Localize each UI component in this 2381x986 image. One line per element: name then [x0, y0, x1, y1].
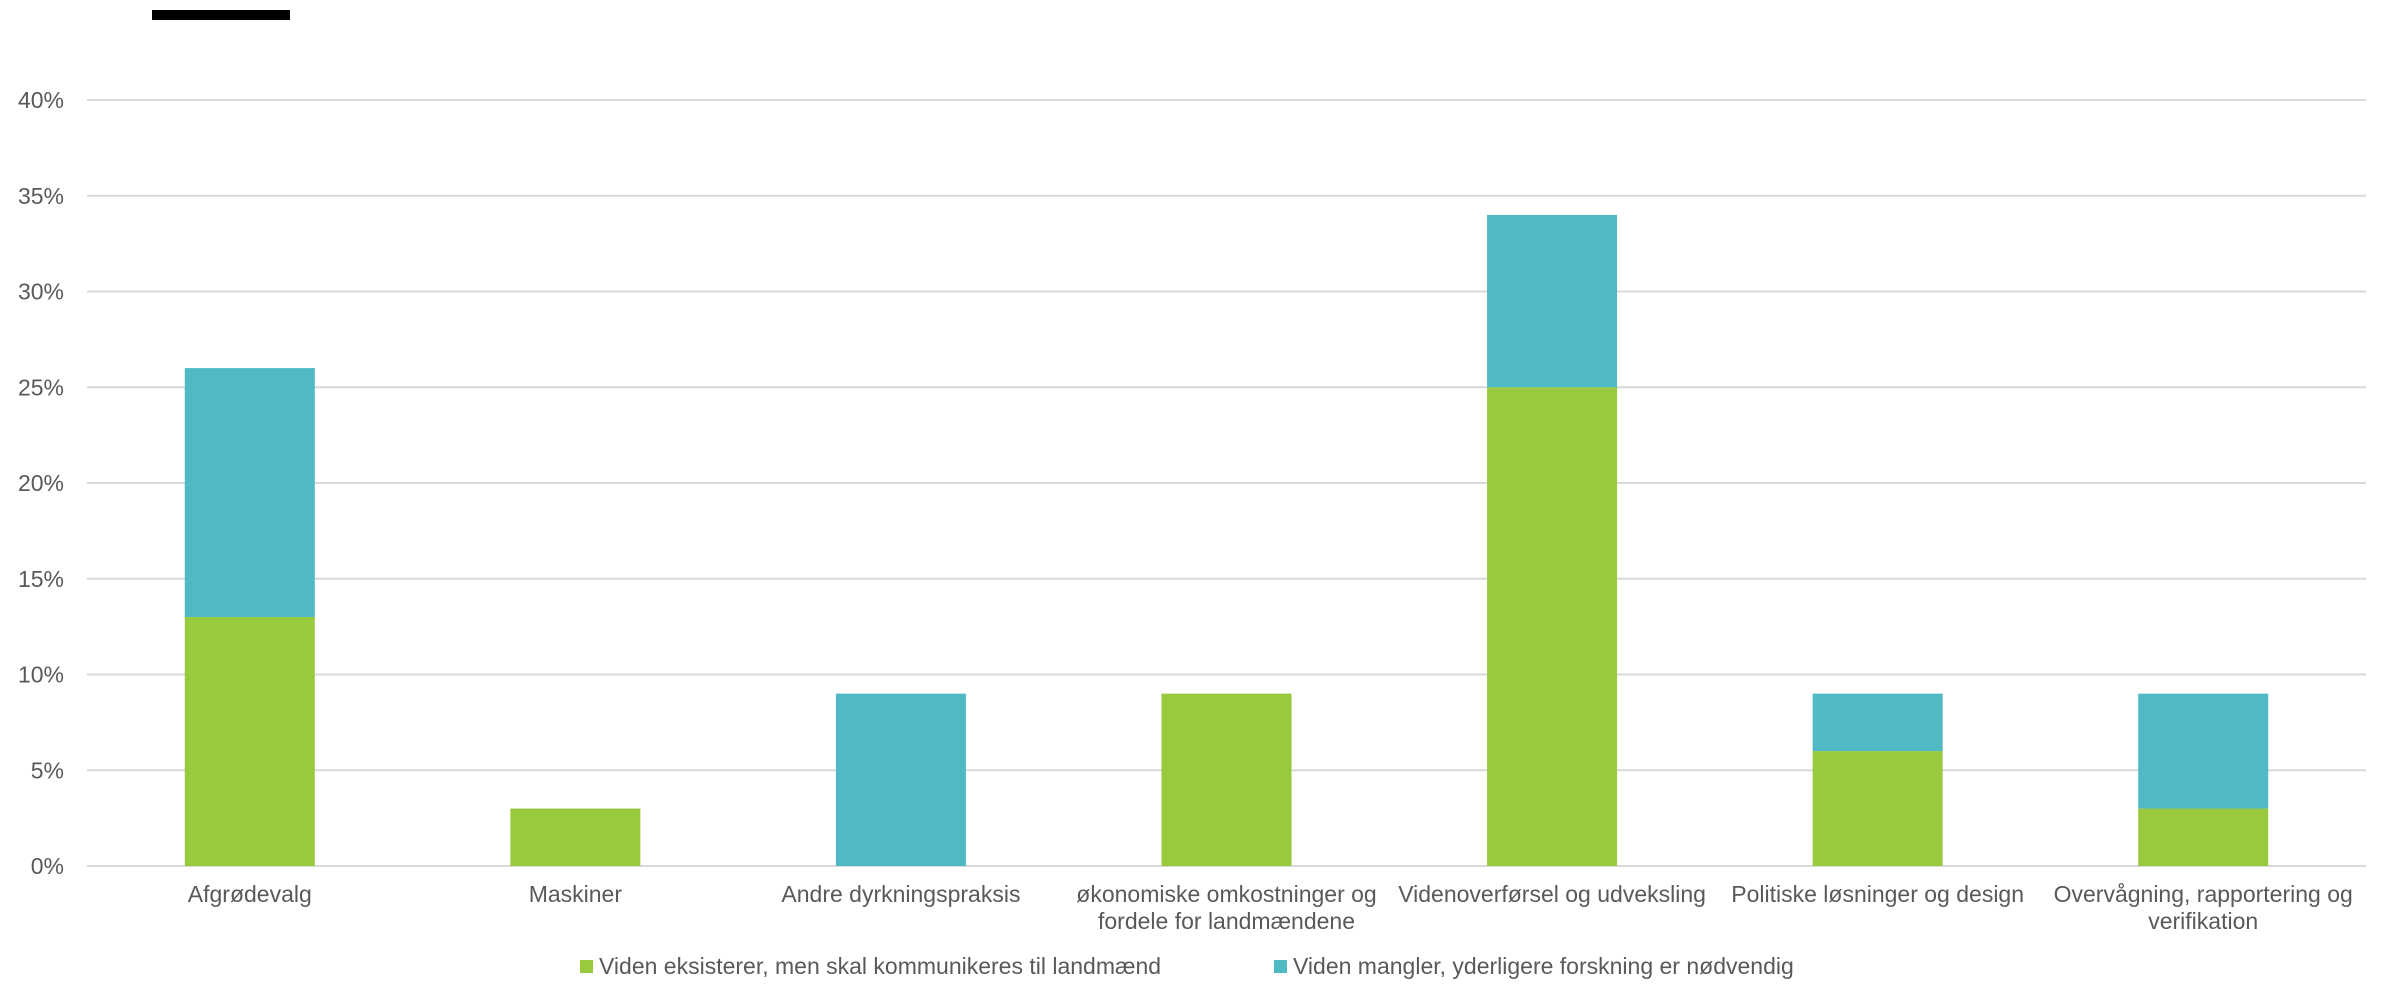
- bar-segment-series-2: [184, 368, 315, 618]
- bar-segment-series-2: [2138, 693, 2269, 809]
- x-category-label: Maskiner: [529, 881, 623, 907]
- y-tick-label: 35%: [18, 183, 64, 209]
- bars: [184, 214, 2269, 866]
- y-tick-label: 30%: [18, 279, 64, 305]
- legend: Viden eksisterer, men skal kommunikeres …: [580, 953, 1794, 979]
- x-category-label: Overvågning, rapportering og verifikation: [2054, 881, 2353, 934]
- bar-segment-series-1: [510, 808, 641, 866]
- x-category-label: Andre dyrkningspraksis: [781, 881, 1020, 907]
- bar-segment-series-2: [1487, 214, 1618, 388]
- y-tick-label: 25%: [18, 374, 64, 400]
- x-category-label: Politiske løsninger og design: [1731, 881, 2024, 907]
- corner-mark: [152, 10, 290, 20]
- bar-segment-series-2: [1812, 693, 1943, 752]
- y-tick-label: 20%: [18, 470, 64, 496]
- y-tick-label: 10%: [18, 662, 64, 688]
- legend-label: Viden eksisterer, men skal kommunikeres …: [599, 953, 1161, 979]
- x-category-label: Afgrødevalg: [188, 881, 312, 907]
- bar-segment-series-2: [835, 693, 966, 866]
- x-axis: Afgrødevalg Maskiner Andre dyrkningspraksi…: [188, 881, 2353, 934]
- bar-segment-series-1: [2138, 808, 2269, 866]
- legend-label: Viden mangler, yderligere forskning er n…: [1293, 953, 1794, 979]
- y-tick-label: 0%: [31, 853, 64, 879]
- bar-segment-series-1: [184, 617, 315, 866]
- bar-segment-series-1: [1487, 387, 1618, 866]
- y-tick-label: 40%: [18, 87, 64, 113]
- bar-segment-series-1: [1161, 693, 1292, 866]
- x-category-label: økonomiske omkostninger og fordele for la…: [1076, 881, 1376, 934]
- legend-swatch: [580, 960, 593, 973]
- legend-swatch: [1274, 960, 1287, 973]
- bar-segment-series-1: [1812, 751, 1943, 866]
- gridlines: [87, 99, 2366, 867]
- x-category-label: Videnoverførsel og udveksling: [1398, 881, 1706, 907]
- y-tick-label: 15%: [18, 566, 64, 592]
- y-tick-label: 5%: [31, 757, 64, 783]
- y-axis: 0% 5% 10% 15% 20% 25% 30% 35% 40%: [18, 87, 64, 879]
